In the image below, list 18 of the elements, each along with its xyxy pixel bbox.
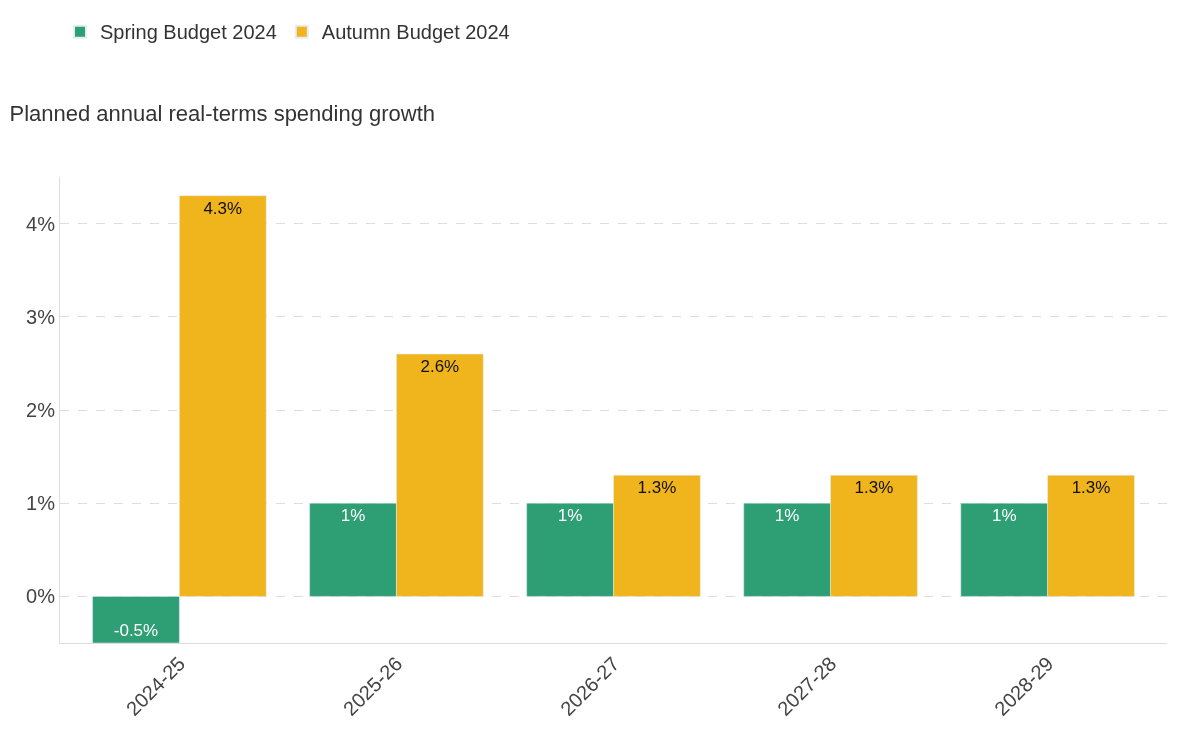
y-tick-label: 4% [26,212,56,235]
data-label: 1% [991,506,1017,526]
y-tick-label: 3% [26,305,56,328]
y-tick-label: 1% [26,492,56,515]
data-label: 1.3% [854,478,894,498]
legend-label: Autumn Budget 2024 [321,21,510,44]
data-label: 1.3% [1071,478,1111,498]
data-label: 1% [774,506,800,526]
y-tick-label: 0% [26,585,56,608]
legend-label: Spring Budget 2024 [100,21,277,44]
data-label: -0.5% [113,621,159,640]
chart-title: Planned annual real-terms spending growth [9,100,436,126]
data-label: 1% [340,506,366,526]
data-label: 1% [557,506,583,526]
data-label: 4.3% [203,198,243,218]
y-tick-label: 2% [26,399,56,421]
data-label: 2.6% [420,357,460,377]
data-label: 1.3% [637,478,677,498]
